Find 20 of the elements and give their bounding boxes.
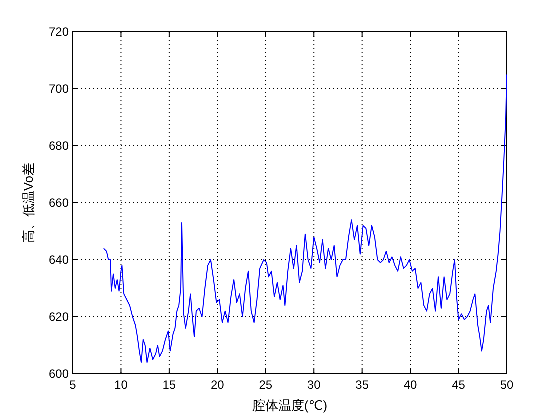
line-series <box>103 74 508 364</box>
x-tick-label: 5 <box>70 378 77 392</box>
x-tick-label: 10 <box>114 378 128 392</box>
x-tick-label: 50 <box>500 378 514 392</box>
y-tick-label: 600 <box>48 367 70 381</box>
y-tick-label: 680 <box>48 139 70 153</box>
y-tick-label: 620 <box>48 310 70 324</box>
x-tick-label: 30 <box>307 378 322 392</box>
x-tick-label: 25 <box>259 378 273 392</box>
y-tick-label: 640 <box>48 253 70 267</box>
x-tick-label: 35 <box>356 378 370 392</box>
x-tick-label: 20 <box>210 378 225 392</box>
x-tick-label: 15 <box>162 378 176 392</box>
x-tick-label: 40 <box>404 378 418 392</box>
x-tick-label: 45 <box>452 378 466 392</box>
y-tick-label: 660 <box>48 196 70 210</box>
y-tick-label: 720 <box>48 25 70 39</box>
x-axis-title: 腔体温度(℃) <box>252 398 328 413</box>
y-tick-label: 700 <box>48 82 70 96</box>
y-axis-title: 高、低温Vo差 <box>21 162 36 244</box>
